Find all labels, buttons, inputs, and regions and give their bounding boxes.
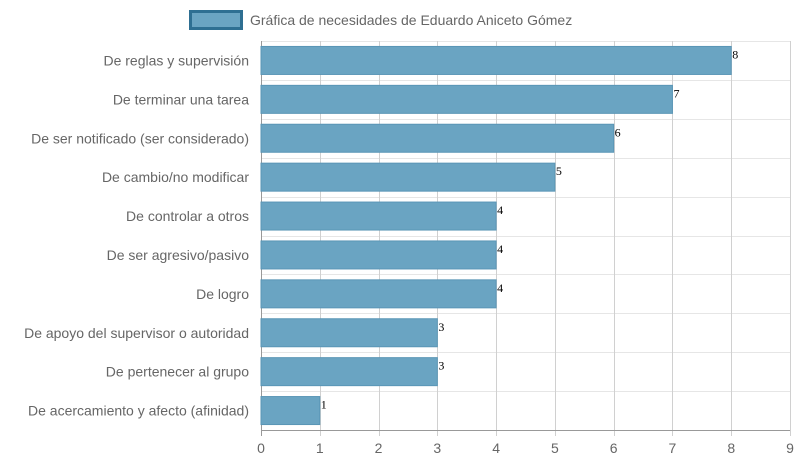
bar[interactable] [260, 357, 438, 387]
data-label: 3 [438, 359, 444, 373]
category-label: De controlar a otros [126, 208, 249, 224]
data-label: 5 [556, 164, 562, 178]
x-tick-label: 9 [786, 440, 794, 456]
bar[interactable] [260, 279, 497, 309]
bar[interactable] [260, 45, 732, 75]
data-label: 4 [497, 281, 503, 295]
bar[interactable] [260, 84, 673, 114]
x-tick-label: 6 [610, 440, 618, 456]
x-tick-label: 8 [727, 440, 735, 456]
bar[interactable] [260, 240, 497, 270]
data-label: 8 [732, 47, 738, 61]
x-tick-label: 5 [551, 440, 559, 456]
category-labels: De reglas y supervisión De terminar una t… [24, 52, 249, 418]
data-label: 7 [673, 86, 679, 100]
category-label: De acercamiento y afecto (afinidad) [28, 403, 249, 419]
x-tick-label: 0 [257, 440, 265, 456]
x-tick-label: 7 [669, 440, 677, 456]
legend-swatch[interactable] [189, 10, 243, 30]
legend[interactable]: Gráfica de necesidades de Eduardo Anicet… [189, 10, 573, 30]
data-label: 1 [321, 398, 327, 412]
data-label: 4 [497, 203, 503, 217]
bar[interactable] [260, 123, 615, 153]
x-tick-labels: 0 1 2 3 4 5 6 7 8 9 [257, 440, 794, 456]
x-tick-label: 4 [492, 440, 500, 456]
category-label: De apoyo del supervisor o autoridad [24, 325, 249, 341]
data-labels: 8 7 6 5 4 4 4 3 3 1 [321, 47, 738, 411]
bar[interactable] [260, 201, 497, 231]
category-label: De ser notificado (ser considerado) [31, 130, 249, 146]
data-label: 3 [438, 320, 444, 334]
bar[interactable] [260, 396, 321, 426]
bar[interactable] [260, 318, 438, 348]
data-label: 4 [497, 242, 503, 256]
category-label: De cambio/no modificar [102, 169, 249, 185]
category-label: De pertenecer al grupo [106, 364, 249, 380]
data-label: 6 [615, 125, 621, 139]
x-tick-label: 1 [316, 440, 324, 456]
bars [260, 45, 732, 426]
x-tick-label: 2 [375, 440, 383, 456]
category-label: De reglas y supervisión [103, 52, 249, 68]
category-label: De ser agresivo/pasivo [107, 247, 250, 263]
bar[interactable] [260, 162, 556, 192]
category-label: De terminar una tarea [113, 91, 249, 107]
category-label: De logro [196, 286, 249, 302]
x-tick-label: 3 [433, 440, 441, 456]
legend-label: Gráfica de necesidades de Eduardo Anicet… [250, 12, 572, 28]
